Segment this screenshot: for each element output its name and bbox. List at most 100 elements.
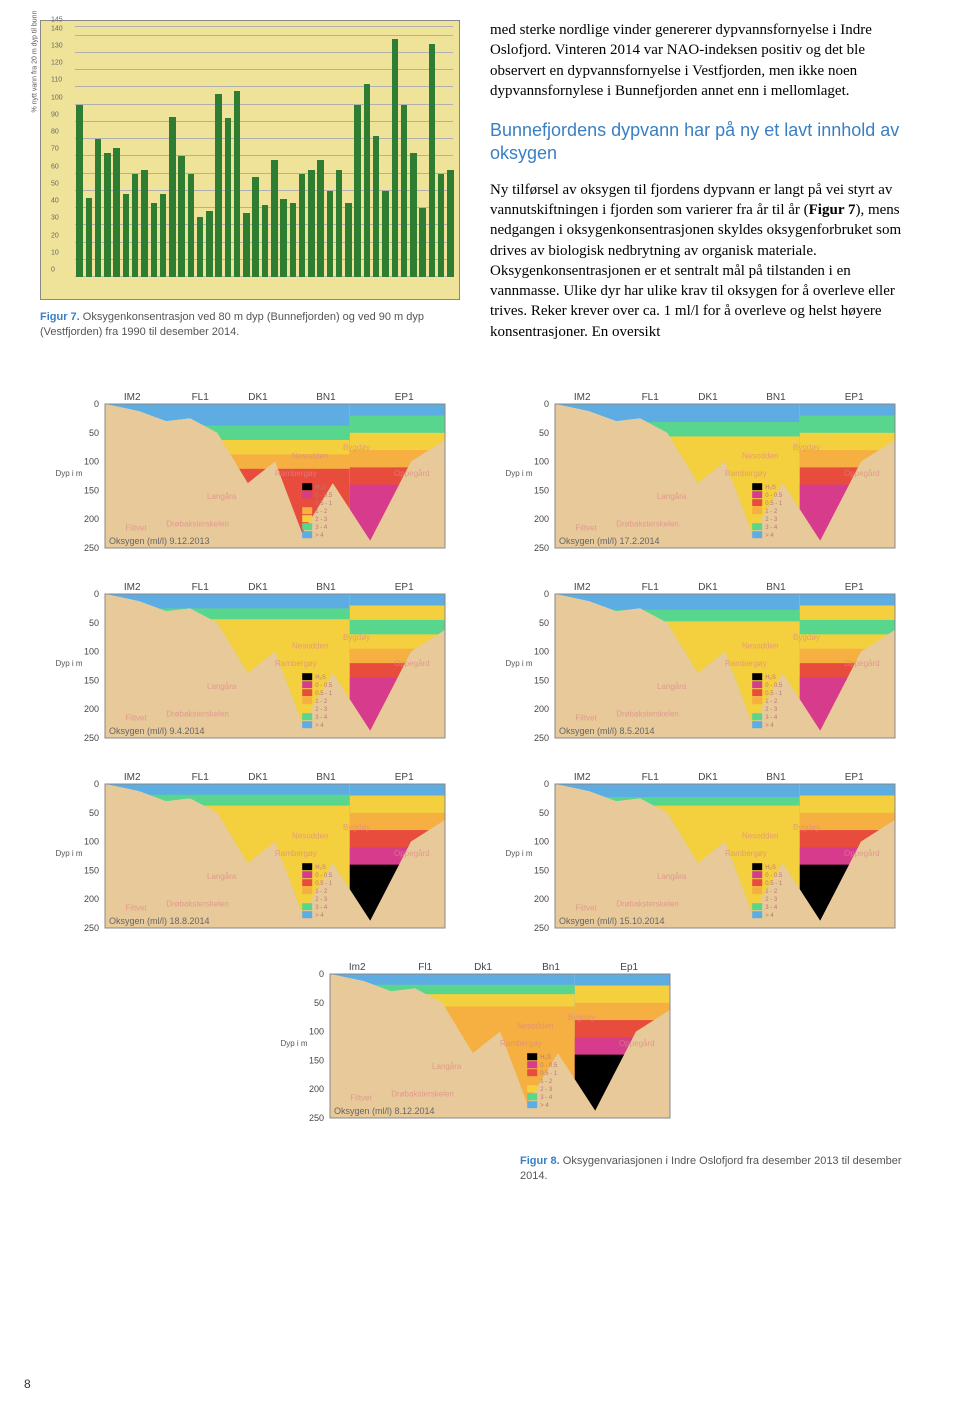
svg-text:2 - 3: 2 - 3	[315, 707, 328, 713]
svg-text:Bn1: Bn1	[542, 962, 560, 973]
svg-text:Dyp i m: Dyp i m	[55, 849, 82, 858]
transect-wrapper: IM2FL1DK1BN1EP1050100150200250Dyp i mNes…	[40, 766, 470, 946]
svg-text:FL1: FL1	[642, 392, 660, 403]
transect-panel-0: IM2FL1DK1BN1EP1050100150200250Dyp i mNes…	[40, 386, 470, 566]
svg-text:0: 0	[544, 779, 549, 789]
transect-panel-6: Im2Fl1Dk1Bn1Ep1050100150200250Dyp i mNes…	[260, 956, 700, 1136]
svg-text:H₂S: H₂S	[765, 675, 776, 681]
svg-text:BN1: BN1	[316, 772, 336, 783]
svg-text:50: 50	[89, 808, 99, 818]
bar	[299, 174, 305, 277]
svg-text:BN1: BN1	[316, 582, 336, 593]
svg-text:Im2: Im2	[349, 962, 366, 973]
svg-text:IM2: IM2	[574, 392, 591, 403]
svg-text:Oppegård: Oppegård	[394, 659, 430, 668]
svg-text:50: 50	[539, 428, 549, 438]
svg-text:H₂S: H₂S	[315, 675, 326, 681]
svg-text:Dyp i m: Dyp i m	[505, 849, 532, 858]
svg-text:> 4: > 4	[315, 913, 324, 919]
bar	[438, 174, 444, 277]
svg-text:DK1: DK1	[698, 582, 718, 593]
svg-text:1 - 2: 1 - 2	[765, 699, 778, 705]
fig7-caption: Figur 7. Oksygenkonsentrasjon ved 80 m d…	[40, 310, 460, 341]
svg-text:150: 150	[534, 485, 549, 495]
svg-text:0.5 - 1: 0.5 - 1	[315, 501, 333, 507]
svg-text:Filtvet: Filtvet	[125, 904, 147, 913]
svg-text:250: 250	[84, 733, 99, 743]
svg-text:3 - 4: 3 - 4	[765, 905, 778, 911]
svg-text:Oppegård: Oppegård	[394, 849, 430, 858]
svg-text:DK1: DK1	[698, 772, 718, 783]
svg-text:100: 100	[534, 646, 549, 656]
svg-text:EP1: EP1	[395, 772, 414, 783]
svg-text:0.5 - 1: 0.5 - 1	[315, 881, 333, 887]
bar	[317, 160, 323, 277]
svg-text:200: 200	[309, 1084, 324, 1094]
bar	[308, 170, 314, 277]
svg-text:EP1: EP1	[395, 392, 414, 403]
svg-text:Nesodden: Nesodden	[292, 642, 328, 651]
svg-text:2 - 3: 2 - 3	[315, 897, 328, 903]
svg-text:3 - 4: 3 - 4	[315, 525, 328, 531]
svg-text:0 - 0.5: 0 - 0.5	[315, 493, 333, 499]
svg-text:50: 50	[89, 428, 99, 438]
svg-text:BN1: BN1	[766, 582, 786, 593]
svg-text:EP1: EP1	[845, 392, 864, 403]
svg-text:FL1: FL1	[192, 772, 210, 783]
svg-text:Filtvet: Filtvet	[350, 1094, 372, 1103]
svg-text:150: 150	[534, 865, 549, 875]
svg-text:Oksygen (ml/l) 8.5.2014: Oksygen (ml/l) 8.5.2014	[559, 726, 655, 736]
bar	[354, 105, 360, 277]
svg-text:Dyp i m: Dyp i m	[280, 1039, 307, 1048]
svg-text:Nesodden: Nesodden	[292, 832, 328, 841]
svg-text:Langåra: Langåra	[207, 682, 237, 691]
svg-text:FL1: FL1	[192, 582, 210, 593]
transect-panel-3: IM2FL1DK1BN1EP1050100150200250Dyp i mNes…	[490, 576, 920, 756]
svg-text:> 4: > 4	[540, 1103, 549, 1109]
svg-text:Dyp i m: Dyp i m	[55, 659, 82, 668]
svg-text:250: 250	[84, 923, 99, 933]
svg-text:IM2: IM2	[124, 582, 141, 593]
transect-wrapper: Im2Fl1Dk1Bn1Ep1050100150200250Dyp i mNes…	[260, 956, 700, 1136]
svg-text:EP1: EP1	[395, 582, 414, 593]
svg-text:Nesodden: Nesodden	[292, 452, 328, 461]
svg-text:2 - 3: 2 - 3	[765, 517, 778, 523]
svg-text:Rambergøy: Rambergøy	[725, 849, 767, 858]
svg-text:1 - 2: 1 - 2	[765, 889, 778, 895]
bar	[141, 170, 147, 277]
svg-text:EP1: EP1	[845, 772, 864, 783]
svg-text:Bygdøy: Bygdøy	[343, 443, 370, 452]
svg-text:0.5 - 1: 0.5 - 1	[540, 1071, 558, 1077]
svg-text:Bygdøy: Bygdøy	[793, 823, 820, 832]
svg-text:Oksygen (ml/l) 17.2.2014: Oksygen (ml/l) 17.2.2014	[559, 536, 660, 546]
svg-text:EP1: EP1	[845, 582, 864, 593]
svg-text:2 - 3: 2 - 3	[765, 897, 778, 903]
svg-text:250: 250	[84, 543, 99, 553]
svg-text:Rambergøy: Rambergøy	[725, 659, 767, 668]
svg-text:Bygdøy: Bygdøy	[568, 1013, 595, 1022]
svg-text:Drøbaksterskelen: Drøbaksterskelen	[166, 709, 229, 718]
svg-text:Rambergøy: Rambergøy	[725, 469, 767, 478]
svg-text:Bygdøy: Bygdøy	[793, 443, 820, 452]
svg-text:100: 100	[309, 1026, 324, 1036]
svg-text:200: 200	[84, 514, 99, 524]
svg-text:0: 0	[94, 399, 99, 409]
svg-text:Oppegård: Oppegård	[844, 659, 880, 668]
transect-panel-2: IM2FL1DK1BN1EP1050100150200250Dyp i mNes…	[40, 576, 470, 756]
svg-text:200: 200	[534, 514, 549, 524]
svg-text:2 - 3: 2 - 3	[540, 1087, 553, 1093]
svg-text:Rambergøy: Rambergøy	[275, 659, 317, 668]
fig7-text: Oksygenkonsentrasjon ved 80 m dyp (Bunne…	[40, 311, 424, 338]
svg-text:H₂S: H₂S	[315, 865, 326, 871]
bar	[215, 94, 221, 277]
bar	[95, 139, 101, 277]
svg-text:1 - 2: 1 - 2	[315, 699, 328, 705]
bar	[225, 118, 231, 277]
svg-text:Drøbaksterskelen: Drøbaksterskelen	[166, 899, 229, 908]
bar	[280, 199, 286, 277]
bar	[401, 105, 407, 277]
svg-text:0.5 - 1: 0.5 - 1	[765, 501, 783, 507]
svg-text:> 4: > 4	[315, 533, 324, 539]
svg-text:BN1: BN1	[316, 392, 336, 403]
svg-text:100: 100	[84, 456, 99, 466]
